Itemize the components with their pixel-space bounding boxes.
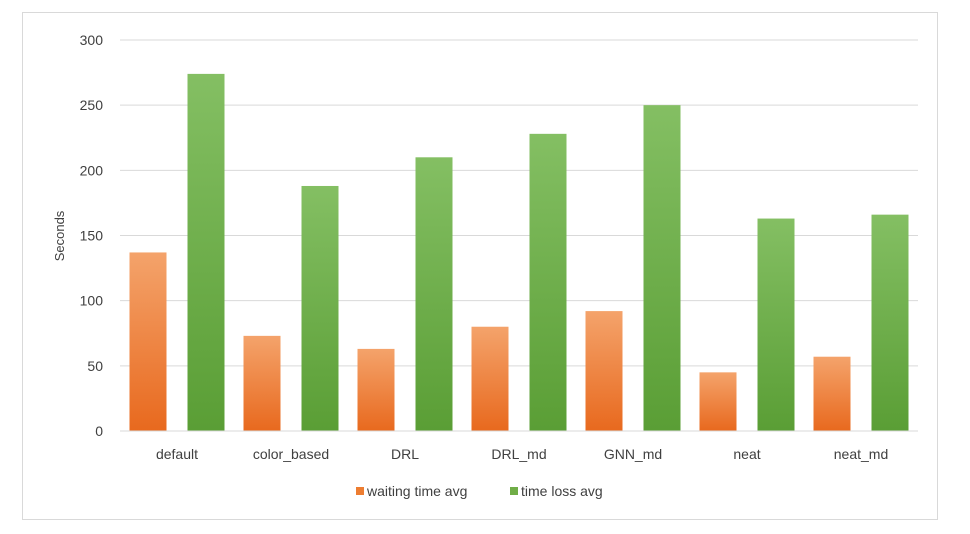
y-tick-label: 200 (80, 162, 104, 178)
bar-waiting-time-default (129, 252, 167, 431)
gridlines (120, 39, 918, 367)
bar-time-loss-gnn-md (643, 105, 681, 432)
bar-time-loss-neat (757, 218, 795, 431)
x-tick-label: GNN_md (604, 446, 662, 462)
bars (129, 73, 909, 432)
legend-swatch-0 (356, 487, 364, 495)
bar-waiting-time-neat-md (813, 356, 851, 431)
x-tick-label: DRL (391, 446, 419, 462)
bar-waiting-time-drl (357, 348, 395, 431)
x-axis-ticks: default color_based DRL DRL_md GNN_md neat nea… (156, 446, 888, 462)
y-tick-label: 100 (80, 293, 104, 309)
bar-waiting-time-neat (699, 372, 737, 431)
bar-waiting-time-drl-md (471, 326, 509, 431)
bar-time-loss-drl (415, 157, 453, 432)
bar-waiting-time-color-based (243, 335, 281, 431)
bar-time-loss-default (187, 73, 225, 432)
x-tick-label: default (156, 446, 198, 462)
y-tick-label: 150 (80, 228, 104, 244)
bar-waiting-time-gnn-md (585, 311, 623, 431)
x-tick-label: DRL_md (491, 446, 546, 462)
bar-time-loss-neat-md (871, 214, 909, 431)
x-tick-label: color_based (253, 446, 329, 462)
y-tick-label: 0 (95, 423, 103, 439)
y-tick-label: 300 (80, 32, 104, 48)
legend-swatch-1 (510, 487, 518, 495)
x-tick-label: neat_md (834, 446, 888, 462)
y-axis-title: Seconds (52, 210, 67, 261)
y-tick-label: 250 (80, 97, 104, 113)
x-tick-label: neat (733, 446, 760, 462)
legend-label-1: time loss avg (521, 483, 603, 499)
legend: waiting time avg time loss avg (356, 483, 603, 499)
y-tick-label: 50 (87, 358, 103, 374)
legend-label-0: waiting time avg (366, 483, 467, 499)
bar-time-loss-drl-md (529, 133, 567, 431)
y-axis-ticks: 0 50 100 150 200 250 300 (80, 32, 104, 439)
bar-time-loss-color-based (301, 185, 339, 431)
